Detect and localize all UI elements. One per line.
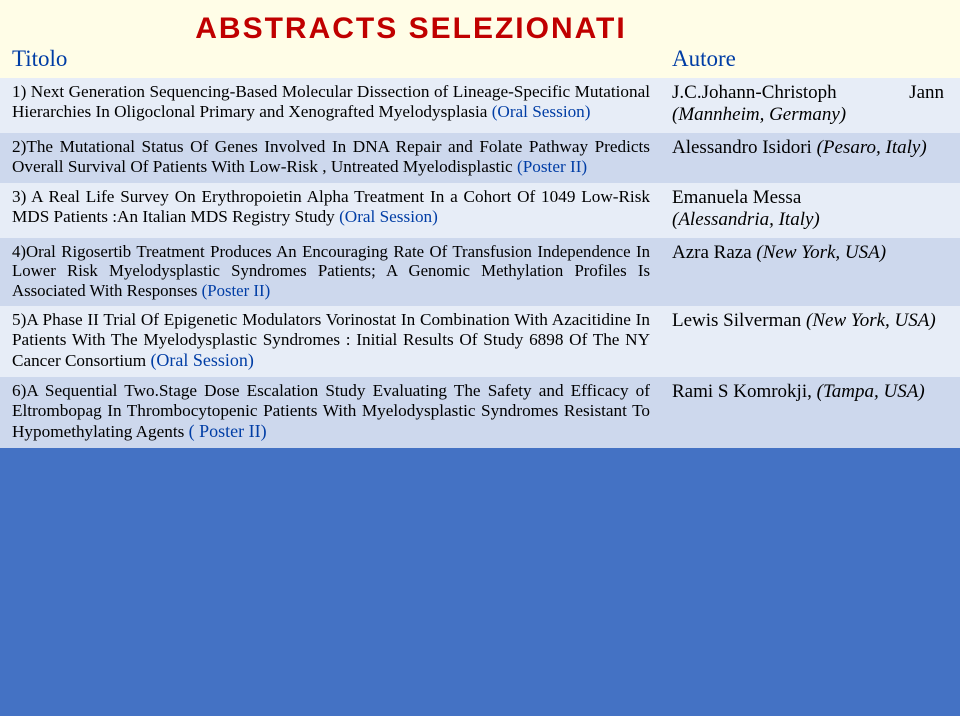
abstract-title: 4)Oral Rigosertib Treatment Produces An … — [0, 238, 660, 306]
author-location: (Alessandria, Italy) — [672, 209, 820, 230]
abstract-title: 6)A Sequential Two.Stage Dose Escalation… — [0, 377, 660, 448]
table-row: 2)The Mutational Status Of Genes Involve… — [0, 133, 960, 183]
autore-label: Autore — [672, 46, 960, 72]
author-location: (New York, USA) — [756, 242, 886, 263]
author-cell: Rami S Komrokji, (Tampa, USA) — [660, 377, 960, 448]
author-location: (Pesaro, Italy) — [817, 137, 927, 158]
session-marker: ( Poster II) — [189, 421, 267, 441]
autore-column-header: Autore — [660, 46, 960, 78]
abstract-text: 4)Oral Rigosertib Treatment Produces An … — [12, 242, 650, 300]
titolo-label: Titolo — [12, 46, 660, 72]
author-name: Lewis Silverman — [672, 310, 806, 331]
abstract-text: 5)A Phase II Trial Of Epigenetic Modulat… — [12, 310, 650, 370]
author-name: Azra Raza — [672, 242, 756, 263]
table-row: 4)Oral Rigosertib Treatment Produces An … — [0, 238, 960, 306]
session-marker: (Oral Session) — [339, 207, 438, 226]
titolo-column-header: ABSTRACTS SELEZIONATI Titolo — [0, 8, 660, 78]
abstract-text: 6)A Sequential Two.Stage Dose Escalation… — [12, 381, 650, 441]
author-location: (New York, USA) — [806, 310, 936, 331]
session-marker: (Poster II) — [202, 281, 271, 300]
abstract-title: 1) Next Generation Sequencing-Based Mole… — [0, 78, 660, 133]
author-cell: Lewis Silverman (New York, USA) — [660, 306, 960, 377]
author-location: (Tampa, USA) — [817, 381, 925, 402]
author-cell: J.C.Johann-Christoph Jann (Mannheim, Germ… — [660, 78, 960, 133]
table-row: 1) Next Generation Sequencing-Based Mole… — [0, 78, 960, 133]
page-container: ABSTRACTS SELEZIONATI Titolo Autore 1) N… — [0, 0, 960, 716]
author-cell: Emanuela Messa (Alessandria, Italy) — [660, 183, 960, 238]
author-name: Emanuela Messa — [672, 187, 950, 209]
author-name: Alessandro Isidori — [672, 137, 817, 158]
abstract-text: 3) A Real Life Survey On Erythropoietin … — [12, 187, 650, 226]
main-title: ABSTRACTS SELEZIONATI — [12, 8, 660, 46]
header-row: ABSTRACTS SELEZIONATI Titolo Autore — [0, 0, 960, 78]
table-row: 6)A Sequential Two.Stage Dose Escalation… — [0, 377, 960, 448]
author-cell: Azra Raza (New York, USA) — [660, 238, 960, 306]
author-cell: Alessandro Isidori (Pesaro, Italy) — [660, 133, 960, 183]
session-marker: (Oral Session) — [492, 102, 591, 121]
session-marker: (Poster II) — [517, 157, 587, 176]
abstract-title: 3) A Real Life Survey On Erythropoietin … — [0, 183, 660, 238]
abstract-title: 2)The Mutational Status Of Genes Involve… — [0, 133, 660, 183]
author-location: (Mannheim, Germany) — [672, 104, 846, 125]
author-name: J.C.Johann-Christoph — [672, 82, 837, 103]
table-row: 3) A Real Life Survey On Erythropoietin … — [0, 183, 960, 238]
author-name: Rami S Komrokji, — [672, 381, 817, 402]
author-surname: Jann — [909, 82, 944, 104]
abstract-title: 5)A Phase II Trial Of Epigenetic Modulat… — [0, 306, 660, 377]
session-marker: (Oral Session) — [150, 350, 253, 370]
table-row: 5)A Phase II Trial Of Epigenetic Modulat… — [0, 306, 960, 377]
